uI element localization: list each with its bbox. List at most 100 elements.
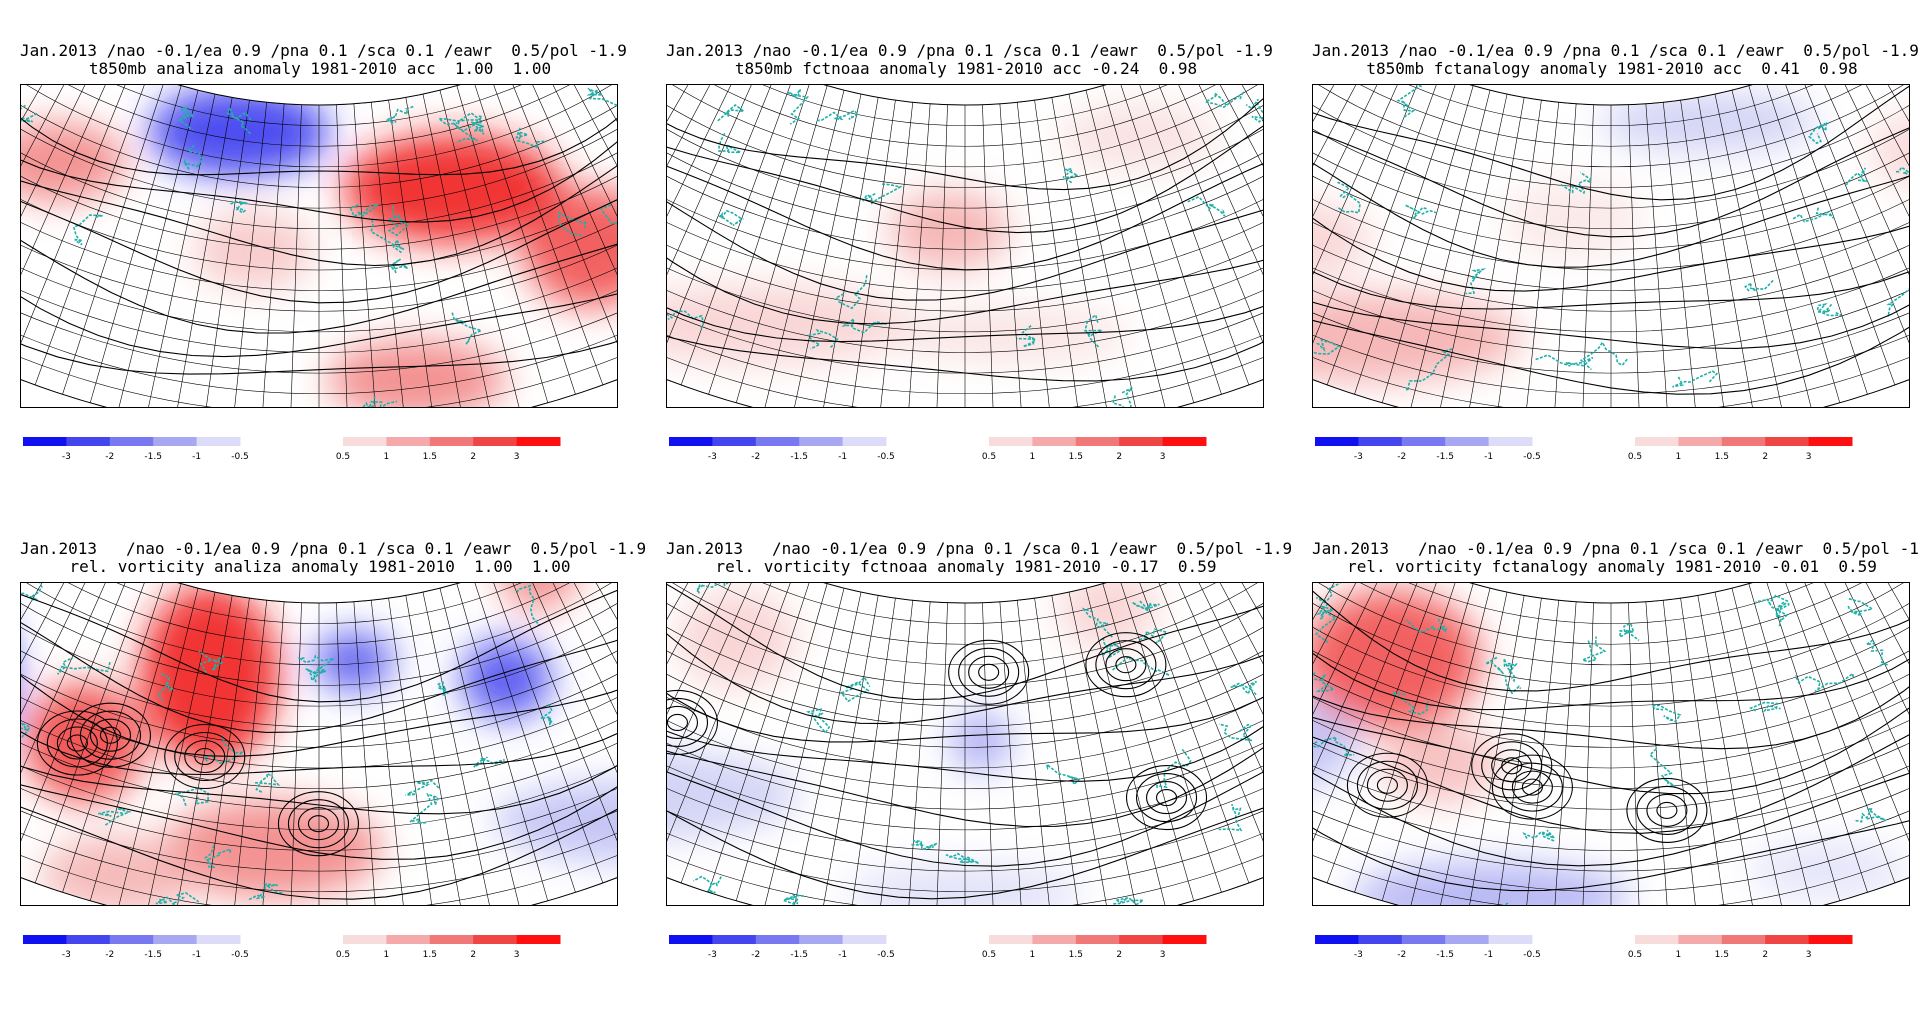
meridian-line bbox=[1860, 85, 1909, 324]
contour-line bbox=[1636, 785, 1698, 835]
coastline bbox=[1313, 736, 1355, 756]
parallel-line bbox=[21, 109, 617, 230]
colorbar-tick-label: -2 bbox=[105, 950, 114, 960]
contour-line bbox=[667, 145, 1263, 301]
parallel-line bbox=[1313, 640, 1909, 769]
colorbar-tick-label: 1 bbox=[384, 452, 390, 462]
contour-line bbox=[1313, 720, 1909, 892]
coastline bbox=[370, 217, 405, 254]
coastline bbox=[254, 772, 281, 794]
contour-line bbox=[21, 650, 617, 776]
coastline bbox=[1218, 723, 1253, 742]
colorbar-swatch-negative bbox=[1315, 437, 1359, 446]
panel-title-line2: rel. vorticity fctnoaa anomaly 1981-2010… bbox=[715, 557, 1217, 576]
contour-line bbox=[277, 791, 360, 857]
parallel-line bbox=[1313, 109, 1909, 230]
contour-line bbox=[667, 587, 1263, 725]
colorbar-swatch-positive bbox=[343, 935, 387, 944]
contour-line bbox=[1646, 793, 1688, 827]
meridian-line bbox=[667, 85, 716, 324]
colorbar-tick-label: 1.5 bbox=[423, 452, 437, 462]
colorbar-tick-label: 3 bbox=[1160, 950, 1166, 960]
coastline bbox=[1648, 748, 1676, 788]
colorbar-swatch-positive bbox=[1075, 437, 1120, 446]
colorbar-swatch-negative bbox=[109, 437, 154, 446]
contour-line bbox=[1656, 801, 1678, 819]
parallel-line bbox=[21, 707, 617, 851]
colorbar-swatch-negative bbox=[669, 935, 713, 944]
anomaly-shading bbox=[889, 190, 1010, 271]
meridian-line bbox=[1214, 583, 1263, 822]
contour-line bbox=[1313, 700, 1909, 867]
colorbar-swatch-positive bbox=[1808, 437, 1853, 446]
contour-line bbox=[1125, 765, 1208, 831]
contour-line bbox=[1313, 222, 1909, 395]
parallel-line bbox=[21, 159, 617, 291]
parallel-line bbox=[1313, 92, 1909, 209]
meridian-line bbox=[1199, 85, 1263, 338]
parallel-line bbox=[667, 590, 1263, 707]
coastline bbox=[1580, 636, 1607, 663]
contour-line bbox=[1491, 754, 1573, 820]
meridian-line bbox=[1313, 85, 1377, 338]
map-area bbox=[20, 582, 618, 906]
parallel-line bbox=[667, 724, 1263, 872]
meridian-line bbox=[21, 583, 70, 822]
parallel-line bbox=[1313, 85, 1909, 126]
colorbar-swatch-negative bbox=[1488, 437, 1533, 446]
colorbar-swatch-negative bbox=[669, 437, 713, 446]
coastline bbox=[198, 650, 225, 674]
contour-line bbox=[958, 647, 1020, 697]
colorbar-tick-label: 1.5 bbox=[1069, 950, 1083, 960]
panel-title-line2: t850mb fctanalogy anomaly 1981-2010 acc … bbox=[1366, 59, 1858, 78]
contour-line bbox=[1155, 789, 1178, 807]
contour-line bbox=[21, 91, 617, 223]
coastline bbox=[1886, 282, 1909, 318]
panel-title-line1: Jan.2013 /nao -0.1/ea 0.9 /pna 0.1 /sca … bbox=[20, 539, 647, 558]
colorbar-tick-label: -0.5 bbox=[877, 452, 895, 462]
coastline bbox=[183, 144, 204, 171]
colorbar-swatch-positive bbox=[1032, 437, 1077, 446]
panel-title-line1: Jan.2013 /nao -0.1/ea 0.9 /pna 0.1 /sca … bbox=[666, 41, 1273, 60]
colorbar-swatch-negative bbox=[1445, 437, 1490, 446]
meridian-line bbox=[1199, 583, 1263, 836]
panel-title-line2: rel. vorticity analiza anomaly 1981-2010… bbox=[69, 557, 571, 576]
map-area bbox=[1312, 582, 1910, 906]
contour-line bbox=[667, 701, 1263, 867]
coastline bbox=[1046, 764, 1082, 786]
colorbar-swatch-negative bbox=[712, 935, 757, 944]
colorbar-tick-label: 2 bbox=[1762, 950, 1768, 960]
anomaly-shading bbox=[951, 711, 1012, 772]
coastline bbox=[1405, 618, 1448, 634]
panel-title-line1: Jan.2013 /nao -0.1/ea 0.9 /pna 0.1 /sca … bbox=[666, 539, 1293, 558]
parallel-line bbox=[667, 209, 1263, 353]
parallel-line bbox=[21, 92, 617, 209]
anomaly-shading bbox=[1502, 179, 1643, 260]
anomaly-shading bbox=[1313, 199, 1373, 280]
coastline bbox=[807, 328, 839, 350]
parallel-line bbox=[667, 242, 1263, 394]
meridian-line bbox=[1313, 85, 1362, 324]
parallel-line bbox=[667, 583, 1263, 666]
colorbar-tick-label: -3 bbox=[62, 452, 71, 462]
anomaly-shading bbox=[1748, 839, 1909, 900]
panel-title-line2: rel. vorticity fctanalogy anomaly 1981-2… bbox=[1347, 557, 1877, 576]
contour-line bbox=[1145, 781, 1188, 815]
coastline bbox=[473, 756, 505, 768]
colorbar-swatch-negative bbox=[196, 437, 241, 446]
colorbar-tick-label: -0.5 bbox=[1523, 950, 1541, 960]
coastline bbox=[1187, 195, 1226, 217]
coastline bbox=[451, 312, 484, 345]
panel-title-line1: Jan.2013 /nao -0.1/ea 0.9 /pna 0.1 /sca … bbox=[1312, 539, 1920, 558]
anomaly-shading bbox=[1313, 589, 1481, 730]
coastline bbox=[1853, 806, 1887, 823]
contour-line bbox=[69, 702, 151, 768]
colorbar-swatch-positive bbox=[429, 935, 474, 944]
contour-line bbox=[21, 153, 617, 304]
parallel-line bbox=[667, 707, 1263, 851]
coastline bbox=[178, 105, 197, 131]
colorbar-legend: -3 -2 -1.5 -1 -0.5 0.5 1 1.5 2 3 bbox=[20, 935, 620, 965]
meridian-line bbox=[667, 85, 731, 338]
contour-line bbox=[21, 583, 617, 703]
meridian-line bbox=[1860, 583, 1909, 822]
